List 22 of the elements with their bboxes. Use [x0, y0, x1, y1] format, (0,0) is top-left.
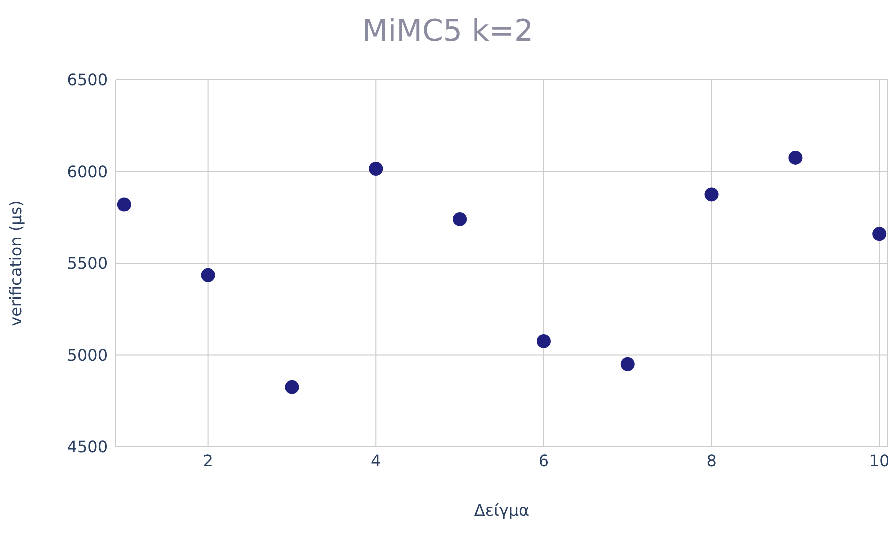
point: [704, 188, 719, 202]
y-tick-label: 6500: [67, 70, 108, 90]
x-tick-label: 6: [538, 451, 550, 470]
y-tick-label: 6000: [67, 162, 108, 182]
x-tick-label: 8: [706, 451, 717, 470]
chart-title: MiMC5 k=2: [361, 14, 535, 49]
point: [201, 268, 216, 282]
point: [788, 150, 803, 165]
y-axis-title: verification (μs): [6, 200, 26, 326]
point: [620, 357, 635, 372]
point: [453, 212, 468, 226]
point: [872, 227, 887, 242]
point: [285, 380, 300, 394]
y-tick-label: 5500: [67, 254, 108, 274]
y-tick-label: 4500: [67, 438, 108, 457]
point: [117, 198, 132, 212]
y-tick-label: 5000: [67, 346, 108, 365]
point: [369, 162, 384, 176]
point: [536, 334, 551, 348]
x-tick-label: 2: [203, 451, 214, 470]
x-tick-label: 4: [371, 451, 382, 470]
x-axis-title: Δείγμα: [474, 501, 530, 520]
